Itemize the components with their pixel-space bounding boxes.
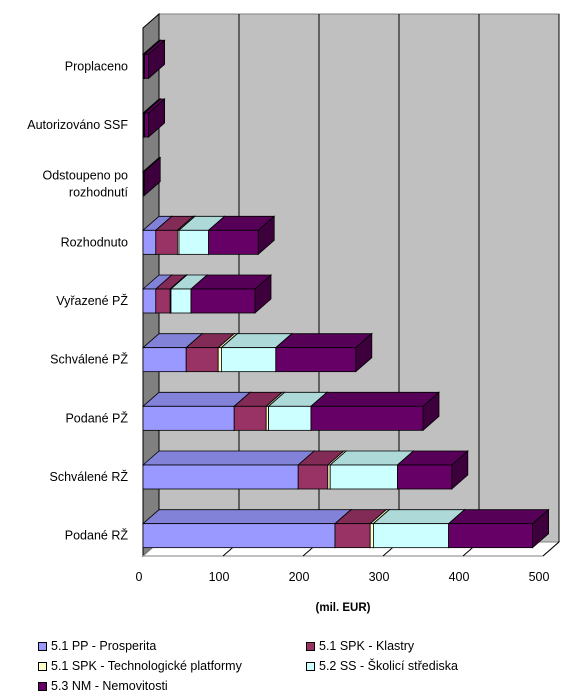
category-label: Autorizováno SSF [27, 118, 128, 132]
category-label: Odstoupeno po rozhodnutí [43, 169, 129, 200]
category-label: Vyřazené PŽ [56, 293, 128, 308]
category-label: Podané PŽ [65, 410, 128, 425]
legend-item: 5.1 PP - Prosperita [38, 639, 306, 653]
x-axis-title: (mil. EUR) [316, 602, 371, 614]
bar-segment [396, 450, 469, 490]
category-label: Rozhodnuto [61, 235, 128, 249]
bar-segment [141, 332, 204, 373]
legend-item: 5.1 SPK - Klastry [306, 639, 414, 653]
bar-segment [142, 156, 162, 197]
legend-label: 5.3 NM - Nemovitosti [51, 679, 168, 693]
bar-segment [274, 332, 373, 373]
bars [141, 39, 550, 549]
legend-label: 5.1 SPK - Technologické platformy [51, 659, 242, 673]
bar-segment [141, 508, 353, 549]
legend-item: 5.2 SS - Školicí střediska [306, 659, 458, 673]
legend-swatch [38, 661, 47, 671]
bar-segment [447, 508, 550, 549]
x-tick-label: 200 [289, 570, 310, 584]
bar-segment [141, 450, 316, 490]
x-tick-label: 400 [449, 570, 470, 584]
x-tick-labels: 0 100 200 300 400 500 [136, 570, 550, 584]
x-tick-label: 0 [136, 570, 143, 584]
stacked-bar-chart: Proplaceno Autorizováno SSF Odstoupeno po r… [27, 12, 561, 614]
legend-row: 5.1 PP - Prosperita 5.1 SPK - Klastry [38, 636, 558, 656]
legend-swatch [38, 681, 47, 691]
x-tick-label: 300 [369, 570, 390, 584]
legend-swatch [306, 641, 315, 651]
legend-row: 5.3 NM - Nemovitosti [38, 676, 558, 696]
legend-item: 5.1 SPK - Technologické platformy [38, 659, 306, 673]
bar-segment [189, 274, 273, 314]
legend-label: 5.2 SS - Školicí střediska [319, 659, 458, 673]
bar-segment [207, 215, 276, 256]
legend-swatch [306, 661, 315, 671]
legend: 5.1 PP - Prosperita 5.1 SPK - Klastry 5.1 … [38, 636, 558, 696]
legend-item: 5.3 NM - Nemovitosti [38, 679, 306, 693]
legend-label: 5.1 PP - Prosperita [51, 639, 157, 653]
legend-swatch [38, 641, 47, 651]
category-labels: Proplaceno Autorizováno SSF Odstoupeno po r… [27, 59, 128, 542]
x-tick-label: 500 [529, 570, 550, 584]
category-label: Schválené RŽ [49, 469, 128, 484]
bar-segment [141, 391, 252, 432]
bar-segment [143, 39, 166, 80]
category-label: Proplaceno [65, 59, 128, 73]
x-tick-label: 100 [209, 570, 230, 584]
legend-label: 5.1 SPK - Klastry [319, 639, 415, 653]
floor-gridline [542, 541, 560, 557]
category-label: Schválené PŽ [50, 352, 128, 367]
bar-segment [143, 98, 166, 138]
category-label: Podané RŽ [65, 528, 129, 543]
bar-segment [309, 391, 441, 432]
legend-row: 5.1 SPK - Technologické platformy 5.2 SS … [38, 656, 558, 676]
